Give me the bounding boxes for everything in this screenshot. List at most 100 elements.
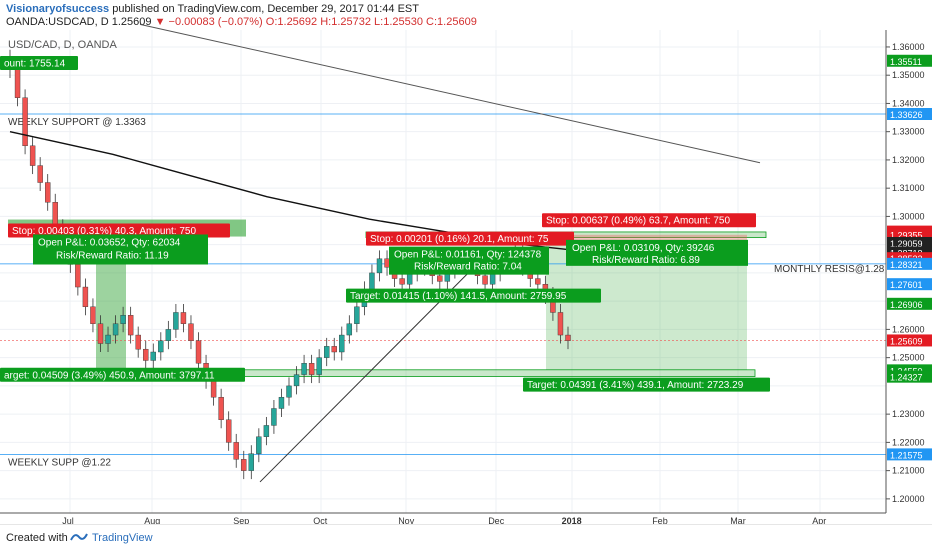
candle-body bbox=[82, 286, 89, 308]
price-tag-bg bbox=[887, 334, 932, 347]
long-position-box bbox=[96, 256, 126, 370]
price-tick-label: 1.36000 bbox=[892, 42, 925, 52]
candle-body bbox=[482, 275, 488, 285]
candle-body bbox=[188, 323, 194, 341]
left-stop-label-bg bbox=[8, 223, 230, 238]
candle-body bbox=[331, 346, 337, 353]
candle-body bbox=[97, 323, 104, 344]
candle-body bbox=[90, 306, 96, 324]
left-target-label-bg bbox=[0, 367, 245, 382]
candle-body bbox=[143, 348, 149, 361]
symbol-label: OANDA:USDCAD, D bbox=[6, 16, 109, 28]
close-value: C:1.25609 bbox=[426, 16, 477, 28]
high-value: H:1.25732 bbox=[320, 16, 371, 28]
left-open-label: Open P&L: 0.03652, Qty: 62034 bbox=[38, 237, 181, 248]
time-tick-label: Feb bbox=[652, 516, 668, 526]
price-tick-label: 1.23000 bbox=[892, 409, 925, 419]
mid-open-label: Open P&L: 0.01161, Qty: 124378 bbox=[394, 250, 542, 261]
candle-body bbox=[112, 323, 119, 336]
candle-body bbox=[210, 380, 217, 398]
mid-target-label-bg bbox=[346, 288, 601, 303]
open-value: O:1.25692 bbox=[265, 16, 318, 28]
price-tag: 1.29059 bbox=[890, 239, 923, 249]
right-open-label: Open P&L: 0.03109, Qty: 39246 bbox=[572, 243, 715, 254]
price-tag-bg bbox=[887, 257, 932, 270]
price-tag-bg bbox=[887, 297, 932, 310]
candle-body bbox=[376, 258, 383, 274]
price-tag-bg bbox=[887, 448, 932, 461]
candle-body bbox=[165, 329, 172, 341]
candle-body bbox=[256, 436, 262, 454]
time-tick-label: Sep bbox=[233, 516, 249, 526]
candle-body bbox=[150, 351, 156, 361]
candle-body bbox=[29, 145, 36, 166]
left-open-bg bbox=[33, 234, 208, 265]
right-stop-label: Stop: 0.00637 (0.49%) 63.7, Amount: 750 bbox=[546, 216, 730, 227]
candle-body bbox=[195, 340, 202, 364]
right-open-bg bbox=[566, 239, 748, 266]
candle-body bbox=[14, 69, 21, 98]
candle-body bbox=[535, 278, 541, 285]
time-tick-label: 2018 bbox=[562, 516, 582, 526]
chart-header: Visionaryofsuccess published on TradingV… bbox=[0, 0, 932, 30]
candle-body bbox=[135, 334, 141, 350]
time-tick-label: Apr bbox=[812, 516, 826, 526]
candle-body bbox=[369, 272, 375, 291]
left-risk-label: Risk/Reward Ratio: 11.19 bbox=[56, 250, 169, 261]
price-tag: 1.24327 bbox=[890, 373, 923, 383]
candle-body bbox=[316, 357, 322, 375]
price-tag: 1.28321 bbox=[890, 260, 923, 270]
candle-body bbox=[271, 408, 277, 426]
time-tick-label: Oct bbox=[313, 516, 328, 526]
candle-body bbox=[127, 315, 134, 336]
right-target-label: Target: 0.04391 (3.41%) 439.1, Amount: 2… bbox=[527, 380, 744, 391]
left-amount-label: ount: 1755.14 bbox=[4, 59, 66, 70]
price-tick-label: 1.21000 bbox=[892, 466, 925, 476]
time-tick-label: Nov bbox=[398, 516, 415, 526]
price-tag: 1.33626 bbox=[890, 110, 923, 120]
author-link[interactable]: Visionaryofsuccess bbox=[6, 3, 110, 15]
tradingview-brand[interactable]: TradingView bbox=[92, 532, 153, 544]
footer: Created with TradingView bbox=[0, 524, 932, 551]
price-tag: 1.25609 bbox=[890, 336, 923, 346]
change-value: −0.00083 (−0.07%) bbox=[168, 16, 263, 28]
price-tag-bg bbox=[887, 237, 932, 250]
created-with-text: Created with bbox=[6, 532, 68, 544]
price-tag: 1.35511 bbox=[890, 57, 922, 67]
price-tick-label: 1.30000 bbox=[892, 211, 925, 221]
candle-body bbox=[218, 396, 224, 420]
right-target-label-bg bbox=[523, 377, 770, 392]
time-tick-label: Jul bbox=[62, 516, 74, 526]
legend-symbol: USD/CAD, D, OANDA bbox=[8, 39, 117, 51]
price-tick-label: 1.26000 bbox=[892, 324, 925, 334]
candle-body bbox=[105, 334, 111, 344]
published-text: published on TradingView.com, December 2… bbox=[112, 3, 419, 15]
candle-body bbox=[248, 453, 254, 471]
price-tag-bg bbox=[887, 108, 932, 121]
price-tag-bg bbox=[887, 278, 932, 291]
left-stop-label: Stop: 0.00403 (0.31%) 40.3, Amount: 750 bbox=[12, 226, 196, 237]
price-tag: 1.21575 bbox=[890, 450, 923, 460]
candle-body bbox=[286, 385, 292, 398]
price-tag: 1.29355 bbox=[890, 231, 923, 241]
price-tag: 1.26906 bbox=[890, 300, 923, 310]
candle-body bbox=[384, 258, 390, 268]
price-tag-bg bbox=[887, 54, 932, 67]
candle-body bbox=[45, 182, 51, 203]
candle-body bbox=[120, 315, 126, 324]
time-tick-label: Mar bbox=[730, 516, 746, 526]
price-tick-label: 1.32000 bbox=[892, 155, 925, 165]
tradingview-logo-icon bbox=[70, 533, 88, 541]
candle-body bbox=[557, 312, 564, 336]
price-tick-label: 1.35000 bbox=[892, 70, 925, 80]
publish-info: Visionaryofsuccess published on TradingV… bbox=[6, 3, 419, 15]
price-tick-label: 1.31000 bbox=[892, 183, 925, 193]
mid-risk-label: Risk/Reward Ratio: 7.04 bbox=[414, 262, 522, 273]
right-stop-box bbox=[546, 234, 747, 245]
time-tick-label: Dec bbox=[488, 516, 505, 526]
mid-target-label: Target: 0.01415 (1.10%) 141.5, Amount: 2… bbox=[350, 291, 567, 302]
candle-body bbox=[301, 363, 307, 375]
low-value: L:1.25530 bbox=[374, 16, 423, 28]
price-tick-label: 1.22000 bbox=[892, 437, 925, 447]
